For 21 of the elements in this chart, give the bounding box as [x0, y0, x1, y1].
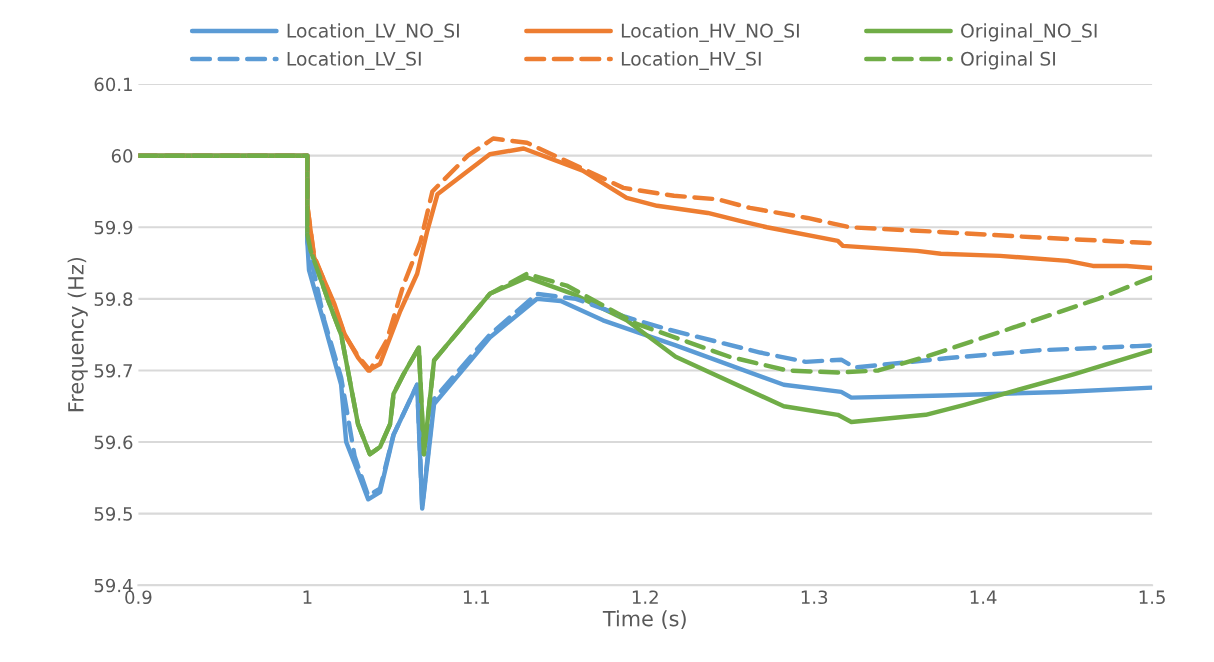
- x-tick-label: 1.2: [632, 590, 658, 604]
- y-tick-label: 60: [111, 149, 133, 163]
- legend-label: Original_NO_SI: [961, 23, 1097, 42]
- x-tick-label: 1.5: [1139, 590, 1165, 605]
- y-tick-label: 59.9: [94, 220, 133, 235]
- x-tick-label: 1.4: [970, 590, 997, 604]
- y-tick-label: 60.1: [94, 77, 132, 92]
- legend-label: Location_HV_SI: [621, 51, 761, 70]
- y-tick-label: 59.6: [94, 435, 133, 450]
- x-axis-title: Time (s): [602, 610, 686, 629]
- legend-label: Location_LV_SI: [287, 51, 421, 70]
- y-tick-label: 59.8: [94, 292, 133, 306]
- x-tick-label: 1.3: [801, 590, 828, 605]
- y-axis-title: Frequency (Hz): [67, 257, 88, 412]
- legend-label: Location_LV_NO_SI: [287, 23, 459, 42]
- legend-label: Location_HV_NO_SI: [621, 23, 799, 42]
- y-tick-label: 59.7: [94, 363, 132, 378]
- x-tick-label: 1.1: [463, 590, 489, 604]
- x-tick-label: 1: [303, 590, 312, 604]
- legend-label: Original SI: [961, 51, 1055, 70]
- y-tick-label: 59.5: [94, 507, 132, 521]
